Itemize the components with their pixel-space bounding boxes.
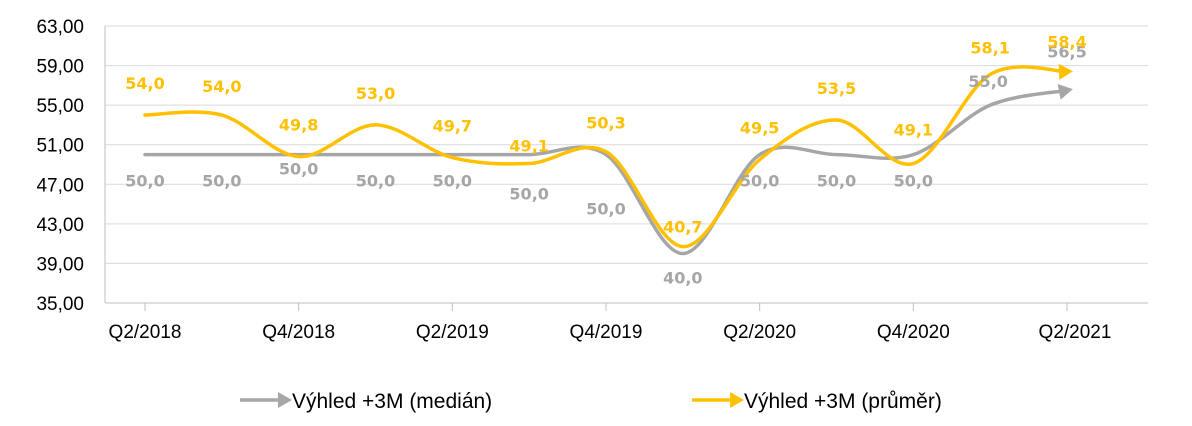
x-tick-label: Q2/2020 [723,322,796,343]
axes: 35,00 39,00 43,00 47,00 51,00 55,00 59,00 63,00… [36,17,1148,343]
data-label-average: 58,4 [1047,33,1086,52]
legend: Výhled +3M (medián) Výhled +3M (průměr) [240,390,942,413]
y-tick-label: 51,00 [36,136,84,157]
data-label-median: 50,0 [817,172,856,191]
data-label-median: 55,0 [968,72,1007,91]
data-labels: 50,0 50,0 50,0 50,0 50,0 50,0 50,0 40,0 50,0 50,0… [125,33,1086,288]
data-label-average: 54,0 [202,77,241,96]
data-label-median: 40,0 [663,269,702,288]
y-tick-label: 35,00 [36,294,84,315]
data-label-average: 53,5 [817,79,856,98]
data-label-average: 49,5 [740,119,779,138]
legend-label: Výhled +3M (medián) [292,390,492,413]
legend-label: Výhled +3M (průměr) [744,390,942,413]
data-label-average: 58,1 [970,38,1009,57]
x-tick-label: Q4/2020 [877,322,950,343]
data-label-median: 50,0 [356,172,395,191]
x-tick-label: Q2/2019 [416,322,489,343]
data-label-average: 49,8 [279,116,318,135]
data-label-average: 50,3 [586,114,625,133]
gridlines [105,25,1148,264]
data-label-average: 49,1 [894,121,933,140]
data-label-median: 50,0 [125,172,164,191]
data-label-average: 49,7 [433,117,472,136]
data-label-median: 50,0 [894,172,933,191]
series-line-median [143,88,1069,256]
x-tick-label: Q4/2019 [570,322,643,343]
data-label-median: 50,0 [509,185,548,204]
data-label-median: 50,0 [586,200,625,219]
y-tick-label: 39,00 [36,254,84,275]
series-arrow-median [1057,83,1073,100]
data-label-average: 49,1 [509,137,548,156]
data-label-median: 50,0 [740,172,779,191]
series-lines [143,63,1073,256]
y-tick-label: 59,00 [36,57,84,78]
data-label-average: 54,0 [125,74,164,93]
data-label-average: 40,7 [663,218,702,237]
y-tick-label: 47,00 [36,175,84,196]
y-tick-label: 63,00 [36,17,84,38]
data-label-median: 50,0 [202,172,241,191]
data-label-average: 53,0 [356,84,395,103]
data-label-median: 50,0 [433,172,472,191]
data-label-median: 56,5 [1047,42,1086,61]
data-label-median: 50,0 [279,160,318,179]
legend-arrow [278,392,292,408]
x-tick-label: Q2/2018 [109,322,182,343]
x-tick-label: Q4/2018 [262,322,335,343]
legend-arrow [730,392,744,408]
y-tick-label: 55,00 [36,96,84,117]
series-line-average [143,65,1069,249]
x-tick-label: Q2/2021 [1039,322,1112,343]
y-tick-label: 43,00 [36,215,84,236]
series-arrow-average [1058,63,1073,80]
